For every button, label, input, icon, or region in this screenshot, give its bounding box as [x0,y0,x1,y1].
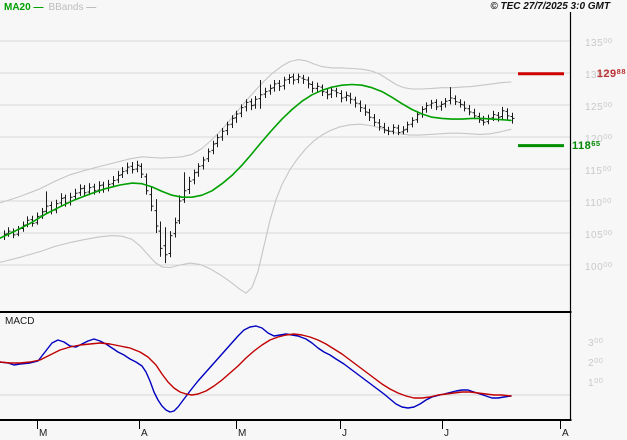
month-label: A [141,428,148,439]
macd-tick-label: 300 [588,336,604,349]
ma20-line [0,83,512,239]
bollinger-lower-line [0,123,512,294]
price-tick-label: 12000 [585,132,613,145]
price-tick-label: 12500 [585,100,613,113]
candlestick-series [2,73,515,264]
price-tick-label: 10500 [585,228,613,241]
price-tick-label: 13000 [585,68,613,81]
price-tick-label: 11500 [585,164,612,177]
macd-tick-label: 200 [588,356,604,369]
legend-item-bbands: BBands — [48,2,96,13]
month-label: M [238,428,247,439]
price-tick-label: 13500 [585,36,613,49]
level-label-support: 11865 [572,138,601,152]
level-label-resistance: 12988 [596,66,626,80]
bollinger-upper-line [0,59,512,204]
chart-legend: MA20 — BBands — [4,2,101,14]
month-label: A [562,428,569,439]
month-label: M [39,428,48,439]
signal-line [0,333,512,399]
price-tick-label: 11000 [585,196,612,209]
month-label: J [342,428,347,439]
macd-pane-label: MACD [5,316,35,327]
macd-tick-label: 100 [588,376,604,389]
macd-line [0,325,512,413]
copyright-text: © TEC 27/7/2025 3:0 GMT [490,1,610,12]
month-label: J [444,428,449,439]
legend-item-ma20: MA20 — [4,2,43,13]
price-tick-label: 10000 [585,260,613,273]
